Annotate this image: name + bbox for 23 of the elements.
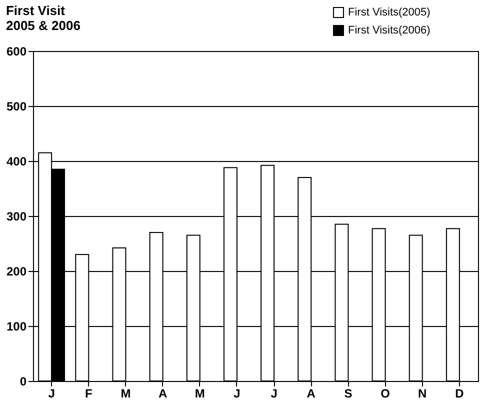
- x-tick-label: N: [418, 386, 427, 400]
- x-tick-label: M: [194, 386, 205, 400]
- y-tick-label: 200: [6, 264, 27, 278]
- legend-label: First Visits(2006): [348, 24, 430, 36]
- x-tick-label: M: [120, 386, 131, 400]
- x-tick-label: J: [234, 386, 240, 400]
- x-tick-label: A: [158, 386, 168, 400]
- y-tick-label: 400: [6, 154, 27, 168]
- y-tick-label: 600: [6, 44, 27, 58]
- y-tick-label: 300: [6, 210, 27, 224]
- y-tick-label: 100: [6, 320, 27, 334]
- x-tick-label: J: [48, 386, 55, 400]
- x-tick-label: A: [306, 386, 316, 400]
- text: First Visit: [6, 3, 65, 18]
- legend-label: First Visits(2005): [348, 6, 430, 18]
- x-tick-label: S: [344, 386, 352, 400]
- x-tick-label: O: [380, 386, 390, 400]
- x-tick-label: J: [270, 386, 278, 400]
- y-tick-label: 0: [20, 374, 27, 388]
- x-tick-label: F: [84, 386, 92, 400]
- x-tick-label: D: [455, 386, 464, 400]
- y-tick-label: 500: [6, 100, 27, 114]
- text: 2005 & 2006: [6, 18, 80, 33]
